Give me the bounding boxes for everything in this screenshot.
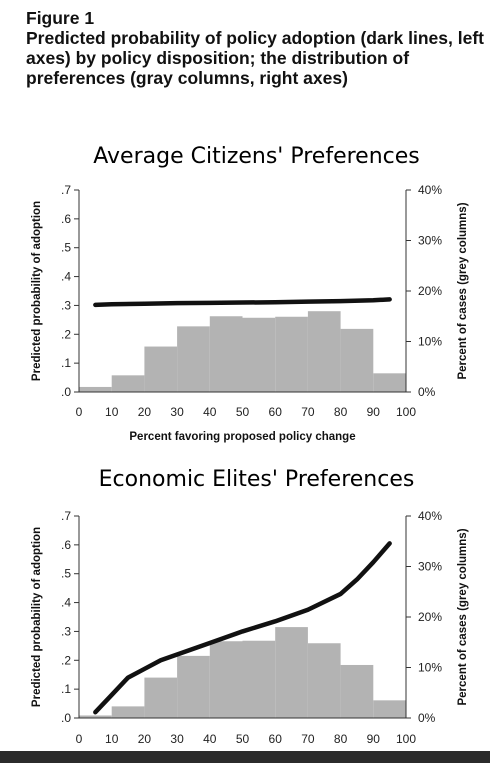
x-tick-label: 80	[334, 732, 348, 746]
figure-description: Predicted probability of policy adoption…	[26, 28, 484, 88]
bar	[144, 346, 178, 392]
right-tick-label: 20%	[418, 284, 442, 298]
bar	[373, 373, 406, 392]
right-tick-label: 0%	[418, 385, 436, 399]
x-tick-label: 20	[138, 732, 152, 746]
left-tick-label: .1	[61, 356, 71, 370]
left-tick-label: .6	[61, 212, 71, 226]
probability-line	[93, 297, 392, 308]
figure-caption: Figure 1 Predicted probability of policy…	[26, 8, 486, 88]
left-tick-label: .4	[61, 270, 71, 284]
bar	[340, 328, 374, 392]
bottom-bar	[0, 751, 490, 763]
left-tick-label: .6	[61, 538, 71, 552]
right-tick-label: 10%	[418, 335, 442, 349]
bar	[275, 627, 308, 718]
bar-series	[79, 627, 406, 718]
bar	[209, 316, 243, 392]
chart-panel-1: Average Citizens' Preferences .0 .1 .2 .3 .4.…	[31, 144, 469, 443]
bar	[144, 677, 178, 718]
chart-title: Average Citizens' Preferences	[93, 144, 419, 169]
left-tick-label: .4	[61, 596, 71, 610]
bar	[307, 643, 341, 718]
x-tick-label: 0	[76, 732, 83, 746]
right-tick-label: 40%	[418, 183, 442, 197]
chart-panel-2: Economic Elites' Preferences .0 .1 .2 .3 .4 .5…	[31, 467, 469, 746]
chart-title: Economic Elites' Preferences	[99, 467, 415, 492]
right-axis-title: Percent of cases (grey columns)	[457, 202, 469, 379]
bar	[307, 311, 341, 392]
bar	[177, 326, 210, 392]
left-tick-label: .5	[61, 567, 71, 581]
right-tick-label: 10%	[418, 661, 442, 675]
bar	[111, 706, 145, 718]
x-tick-label: 70	[301, 732, 315, 746]
x-tick-label: 20	[138, 405, 152, 419]
right-tick-label: 30%	[418, 234, 442, 248]
x-tick-label: 50	[236, 405, 250, 419]
x-tick-label: 100	[396, 405, 416, 419]
x-tick-label: 10	[105, 732, 119, 746]
left-tick-label: .2	[61, 653, 71, 667]
x-tick-label: 40	[203, 405, 217, 419]
x-tick-label: 60	[269, 732, 283, 746]
right-tick-label: 0%	[418, 711, 436, 725]
x-tick-label: 90	[367, 405, 381, 419]
x-tick-label: 80	[334, 405, 348, 419]
left-axis-title: Predicted probability of adoption	[31, 527, 43, 707]
bar	[79, 715, 112, 718]
left-tick-label: .5	[61, 241, 71, 255]
left-tick-label: .2	[61, 327, 71, 341]
bar	[111, 375, 145, 392]
left-tick-label: .0	[61, 385, 71, 399]
bar	[242, 640, 276, 718]
bar	[209, 641, 243, 718]
x-tick-label: 60	[269, 405, 283, 419]
x-tick-label: 50	[236, 732, 250, 746]
x-tick-label: 70	[301, 405, 315, 419]
bar	[242, 317, 276, 392]
left-tick-label: .7	[61, 509, 71, 523]
left-axis-title: Predicted probability of adoption	[31, 201, 43, 381]
x-axis-title: Percent favoring proposed policy change	[129, 431, 355, 443]
bar	[340, 664, 374, 718]
x-tick-label: 30	[170, 405, 184, 419]
right-axis-title: Percent of cases (grey columns)	[457, 528, 469, 705]
right-tick-label: 40%	[418, 509, 442, 523]
bar	[177, 655, 210, 718]
x-tick-label: 40	[203, 732, 217, 746]
left-tick-label: .3	[61, 298, 71, 312]
bar	[373, 700, 406, 718]
left-tick-label: .1	[61, 682, 71, 696]
x-tick-label: 100	[396, 732, 416, 746]
left-tick-label: .7	[61, 183, 71, 197]
x-tick-label: 30	[170, 732, 184, 746]
bar	[79, 386, 112, 392]
right-tick-label: 20%	[418, 610, 442, 624]
left-tick-label: .3	[61, 624, 71, 638]
x-tick-label: 10	[105, 405, 119, 419]
bar-series	[79, 311, 406, 392]
x-tick-label: 90	[367, 732, 381, 746]
x-tick-label: 0	[76, 405, 83, 419]
right-tick-label: 30%	[418, 560, 442, 574]
left-tick-label: .0	[61, 711, 71, 725]
figure-label: Figure 1	[26, 8, 95, 28]
bar	[275, 316, 308, 392]
probability-line	[93, 541, 392, 715]
